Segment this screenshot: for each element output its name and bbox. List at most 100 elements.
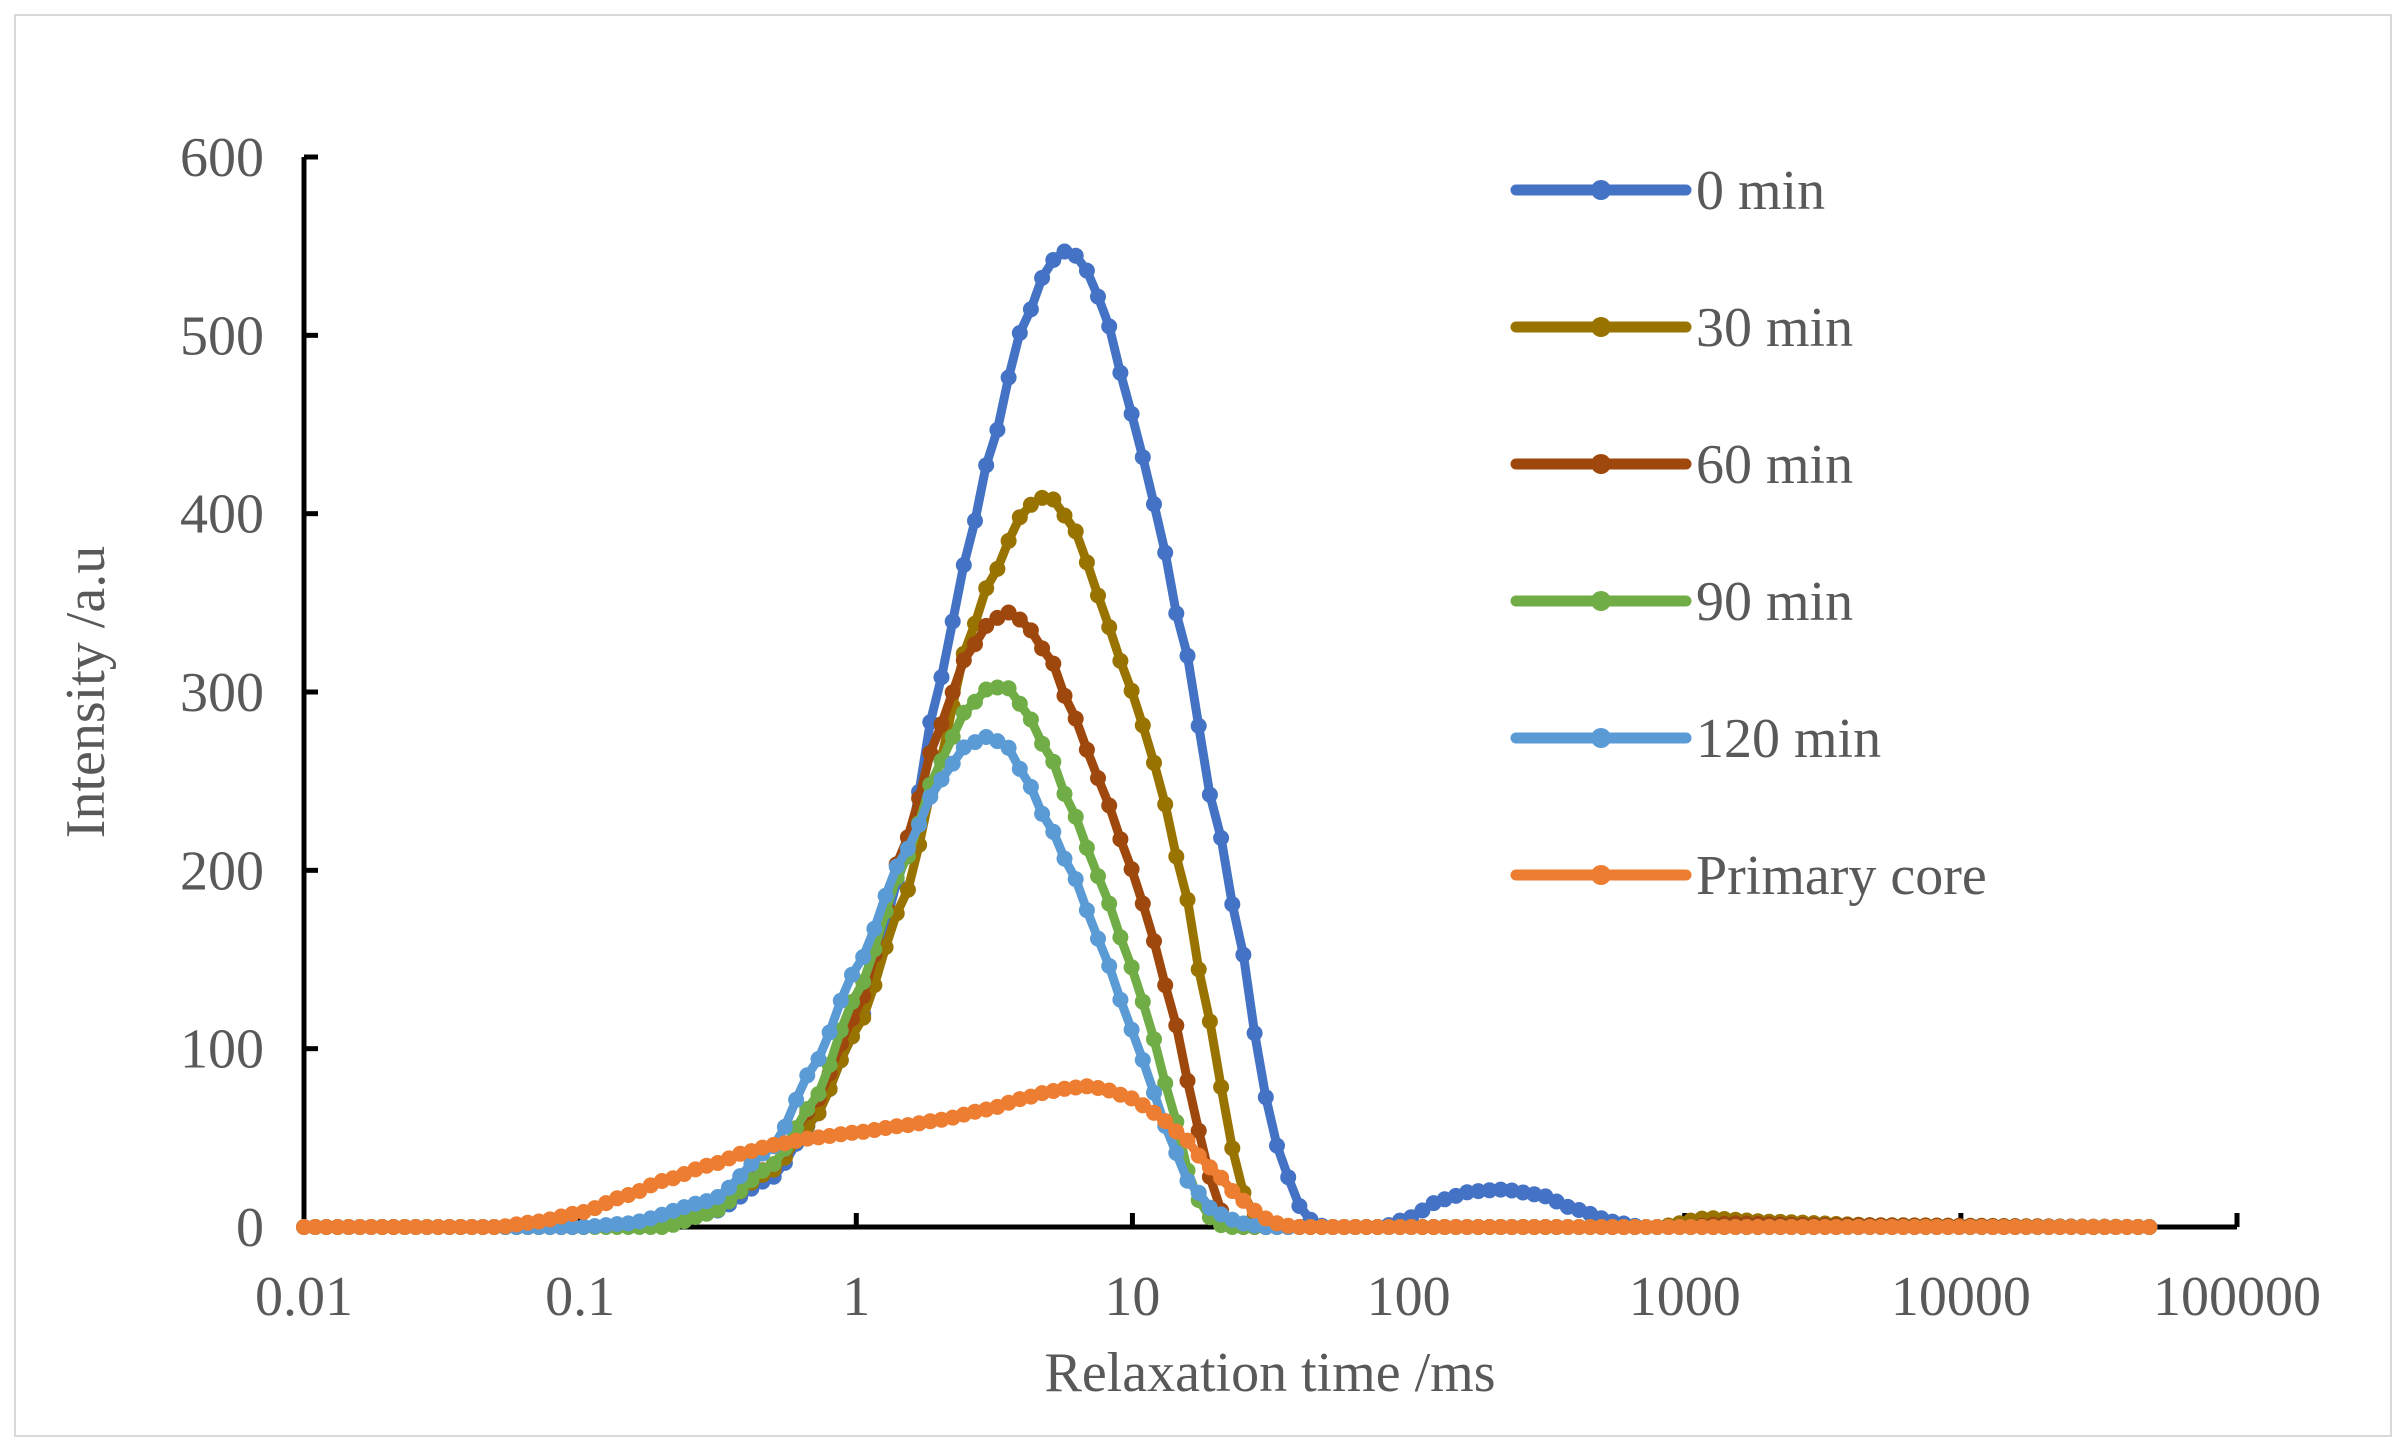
legend-item: 90 min xyxy=(1510,571,1853,633)
data-point xyxy=(1157,544,1174,561)
data-point xyxy=(1425,1219,1442,1235)
data-point xyxy=(2085,1219,2102,1235)
data-point xyxy=(1157,977,1174,994)
data-point xyxy=(1146,496,1162,513)
data-point xyxy=(821,1024,838,1041)
y-tick-label: 100 xyxy=(180,1019,264,1081)
data-point xyxy=(922,745,939,761)
legend: 0 min 30 min 60 min 90 min 120 min Primary co… xyxy=(1510,160,1987,907)
data-point xyxy=(967,693,983,710)
data-point xyxy=(1615,1219,1632,1235)
data-point xyxy=(1224,1183,1241,1199)
data-point xyxy=(899,840,916,857)
data-point xyxy=(1280,1169,1297,1186)
data-point xyxy=(1190,961,1207,978)
data-point xyxy=(1179,1072,1196,1089)
data-point xyxy=(1235,946,1252,963)
data-point xyxy=(1168,605,1185,622)
data-point xyxy=(1447,1219,1464,1235)
data-point xyxy=(396,1219,413,1235)
data-point xyxy=(1917,1219,1934,1235)
legend-item: 120 min xyxy=(1510,708,1881,770)
data-point xyxy=(967,512,983,529)
data-point xyxy=(296,1219,312,1235)
data-point xyxy=(1146,1104,1162,1121)
data-point xyxy=(1213,830,1230,846)
data-point xyxy=(452,1219,469,1235)
data-point xyxy=(1403,1219,1420,1235)
data-point xyxy=(866,920,883,937)
data-point xyxy=(955,652,972,669)
data-point xyxy=(1324,1219,1341,1235)
data-point xyxy=(1671,1219,1688,1235)
y-tick-label: 0 xyxy=(236,1197,264,1259)
data-point xyxy=(855,949,872,965)
data-point xyxy=(709,1201,726,1218)
data-point xyxy=(1101,895,1118,912)
data-point xyxy=(1011,760,1028,777)
legend-label: 60 min xyxy=(1696,434,1853,496)
data-point xyxy=(1179,647,1196,664)
data-point xyxy=(1190,1147,1207,1164)
data-point xyxy=(1604,1219,1621,1235)
series-120-min xyxy=(296,729,2158,1235)
data-point xyxy=(1749,1219,1766,1235)
legend-marker xyxy=(1591,317,1611,337)
data-point xyxy=(1313,1219,1330,1235)
data-point xyxy=(2096,1219,2113,1235)
data-point xyxy=(933,669,950,686)
data-point xyxy=(933,716,950,733)
data-point xyxy=(1146,1084,1162,1101)
data-point xyxy=(1022,778,1039,795)
data-point xyxy=(2051,1219,2068,1235)
data-point xyxy=(877,887,894,904)
data-point xyxy=(1571,1219,1587,1235)
data-point xyxy=(329,1219,346,1235)
data-point xyxy=(1123,682,1140,699)
data-point xyxy=(1291,1198,1308,1214)
data-point xyxy=(1716,1219,1733,1235)
data-point xyxy=(1157,1113,1174,1130)
legend-item: 30 min xyxy=(1510,297,1853,359)
data-point xyxy=(844,966,860,983)
data-point xyxy=(765,1156,782,1173)
data-point xyxy=(1034,805,1051,822)
data-point xyxy=(1213,1169,1230,1186)
data-point xyxy=(363,1219,380,1235)
data-point xyxy=(1794,1219,1811,1235)
data-point xyxy=(1336,1219,1353,1235)
data-point xyxy=(1436,1219,1453,1235)
data-point xyxy=(1817,1219,1833,1235)
data-point xyxy=(1045,491,1062,508)
data-point xyxy=(564,1219,581,1235)
data-point xyxy=(1090,288,1106,305)
data-point xyxy=(1078,554,1095,571)
data-point xyxy=(776,1118,793,1135)
data-point xyxy=(1034,269,1051,286)
y-tick-label: 200 xyxy=(180,840,264,902)
data-point xyxy=(709,1189,726,1205)
legend-label: 30 min xyxy=(1696,297,1853,359)
data-point xyxy=(743,1156,760,1172)
data-point xyxy=(1112,929,1129,946)
data-point xyxy=(1559,1219,1576,1235)
data-point xyxy=(1078,262,1095,279)
data-point xyxy=(1034,735,1051,752)
data-point xyxy=(1201,786,1218,803)
data-point xyxy=(922,788,939,805)
axes xyxy=(301,157,2237,1230)
data-point xyxy=(1973,1219,1990,1235)
y-axis-title: Intensity /a.u xyxy=(55,546,117,838)
data-point xyxy=(1861,1219,1878,1235)
data-point xyxy=(899,881,916,898)
data-point xyxy=(1727,1219,1744,1235)
data-point xyxy=(1179,1172,1196,1189)
data-point xyxy=(1638,1219,1655,1235)
data-point xyxy=(1660,1219,1677,1235)
data-point xyxy=(2130,1219,2147,1235)
data-point xyxy=(1705,1219,1722,1235)
data-point xyxy=(1168,1017,1185,1034)
data-point xyxy=(1503,1219,1520,1235)
data-point xyxy=(1157,796,1174,813)
data-point xyxy=(1582,1219,1599,1235)
